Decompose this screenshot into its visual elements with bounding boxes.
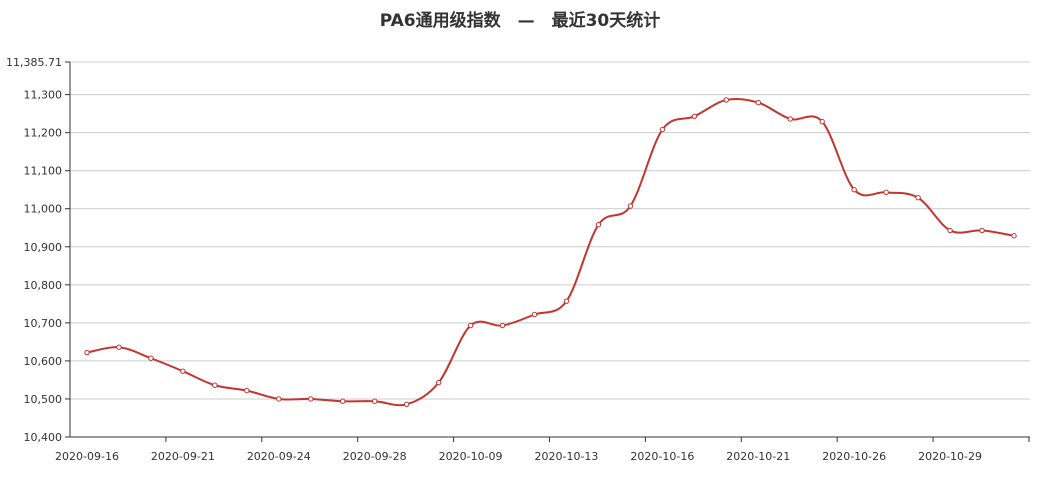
- y-tick-label: 10,500: [24, 393, 63, 406]
- data-point: [148, 355, 154, 361]
- data-point: [340, 398, 346, 404]
- y-tick-label: 10,400: [24, 431, 63, 444]
- data-point: [435, 379, 442, 386]
- data-point: [723, 97, 730, 103]
- x-tick-label: 2020-10-13: [535, 450, 599, 463]
- data-point: [84, 349, 90, 356]
- data-point: [531, 311, 538, 318]
- data-point: [819, 118, 825, 125]
- x-tick-label: 2020-09-28: [343, 450, 407, 463]
- data-point: [180, 368, 186, 374]
- data-point: [979, 227, 985, 234]
- x-tick-label: 2020-09-24: [247, 450, 311, 463]
- x-tick-label: 2020-10-21: [726, 450, 790, 463]
- x-tick-label: 2020-10-16: [630, 450, 694, 463]
- chart-title: PA6通用级指数 — 最近30天统计: [379, 11, 661, 31]
- data-point: [627, 203, 634, 209]
- y-tick-label: 10,600: [24, 355, 63, 368]
- data-point: [308, 396, 314, 402]
- x-tick-label: 2020-09-16: [55, 450, 119, 463]
- y-tick-label: 11,300: [24, 89, 63, 102]
- data-point: [947, 227, 953, 234]
- data-point: [276, 396, 282, 402]
- y-tick-label: 11,385.71: [6, 56, 62, 69]
- data-point: [244, 387, 250, 394]
- y-tick-label: 10,900: [24, 241, 63, 254]
- data-point: [851, 187, 857, 193]
- data-point: [116, 344, 122, 350]
- data-point: [1011, 233, 1017, 239]
- y-tick-label: 11,100: [24, 165, 63, 178]
- data-point: [883, 189, 889, 196]
- data-point: [787, 116, 793, 122]
- data-point: [403, 401, 410, 407]
- data-point: [595, 222, 602, 228]
- data-point: [691, 113, 698, 119]
- data-point: [499, 322, 506, 329]
- x-tick-label: 2020-10-09: [439, 450, 503, 463]
- y-tick-label: 11,200: [24, 127, 63, 140]
- x-tick-label: 2020-10-29: [918, 450, 982, 463]
- data-point: [659, 126, 666, 133]
- data-point: [212, 382, 218, 388]
- y-tick-label: 10,700: [24, 317, 63, 330]
- x-tick-label: 2020-09-21: [151, 450, 215, 463]
- y-tick-label: 10,800: [24, 279, 63, 292]
- data-point: [467, 322, 474, 329]
- data-point: [755, 99, 761, 106]
- data-point: [915, 195, 921, 201]
- data-point: [371, 398, 378, 404]
- data-point: [563, 298, 570, 304]
- series-line: [86, 97, 1015, 407]
- y-tick-label: 11,000: [24, 203, 63, 216]
- x-tick-label: 2020-10-26: [822, 450, 886, 463]
